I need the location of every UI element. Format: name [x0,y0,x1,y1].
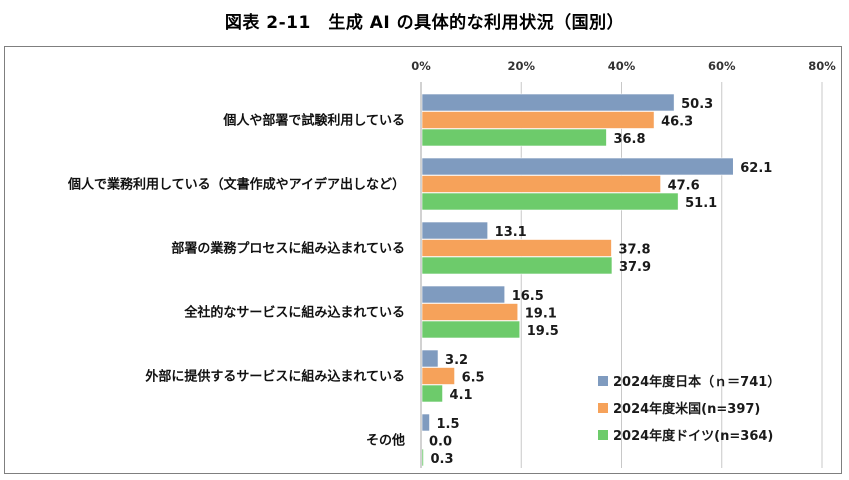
data-label: 13.1 [495,225,527,240]
category-label: 個人や部署で試験利用している [222,113,405,129]
gridlines [420,82,823,468]
x-tick-label: 0% [411,59,431,73]
bar [421,256,613,275]
bar [421,192,679,211]
legend-label: 2024年度ドイツ(n=364) [613,428,773,444]
bar [421,320,521,339]
value-labels: 50.3 62.1 13.1 16.5 3.2 1.5 46.3 47.6 37.8 19.1 6.… [429,97,772,467]
data-label: 16.5 [512,289,544,304]
data-label: 4.1 [450,388,473,403]
legend-swatch [598,430,608,440]
bar [421,384,443,403]
data-label: 47.6 [668,179,700,194]
x-axis-ticks: 0% 20% 40% 60% 80% [411,59,836,73]
bar [421,303,519,321]
data-label: 36.8 [613,132,645,147]
category-label: 全社的なサービスに組み込まれている [183,305,405,321]
data-label: 6.5 [462,371,485,386]
category-label: 部署の業務プロセスに組み込まれている [171,241,405,257]
category-label: 個人で業務利用している（文書作成やアイデア出しなど） [67,177,405,193]
data-label: 51.1 [685,196,717,211]
category-labels: 個人や部署で試験利用している個人で業務利用している（文書作成やアイデア出しなど）… [67,113,405,449]
data-label: 3.2 [445,353,468,368]
bars [421,93,734,467]
data-label: 37.9 [619,260,651,275]
bar [421,239,612,257]
data-label: 46.3 [661,115,693,130]
category-label: その他 [366,433,405,449]
legend-label: 2024年度日本（ｎ＝741） [613,374,780,390]
bar [421,175,661,193]
data-label: 37.8 [618,243,650,258]
legend-swatch [598,403,608,413]
data-label: 0.0 [429,435,452,450]
data-label: 19.1 [525,307,557,322]
x-tick-label: 40% [608,59,636,73]
chart-title: 図表 2-11 生成 AI の具体的な利用状況（国別） [224,13,625,33]
bar [421,157,734,176]
data-label: 50.3 [681,97,713,112]
bar [421,128,607,147]
x-tick-label: 80% [808,59,836,73]
legend: 2024年度日本（ｎ＝741） 2024年度米国(n=397) 2024年度ドイツ(… [598,374,780,444]
bar [421,285,506,304]
bar [421,413,430,432]
bar [421,349,439,368]
bar [421,111,655,129]
legend-label: 2024年度米国(n=397) [613,401,760,417]
bar [421,93,675,112]
data-label: 19.5 [527,324,559,339]
category-label: 外部に提供するサービスに組み込まれている [144,369,405,385]
bar [421,448,424,467]
data-label: 1.5 [437,417,460,432]
legend-swatch [598,376,608,386]
bar [421,221,488,240]
bar [421,367,455,385]
x-tick-label: 20% [507,59,535,73]
x-tick-label: 60% [708,59,736,73]
data-label: 62.1 [740,161,772,176]
data-label: 0.3 [431,452,454,467]
